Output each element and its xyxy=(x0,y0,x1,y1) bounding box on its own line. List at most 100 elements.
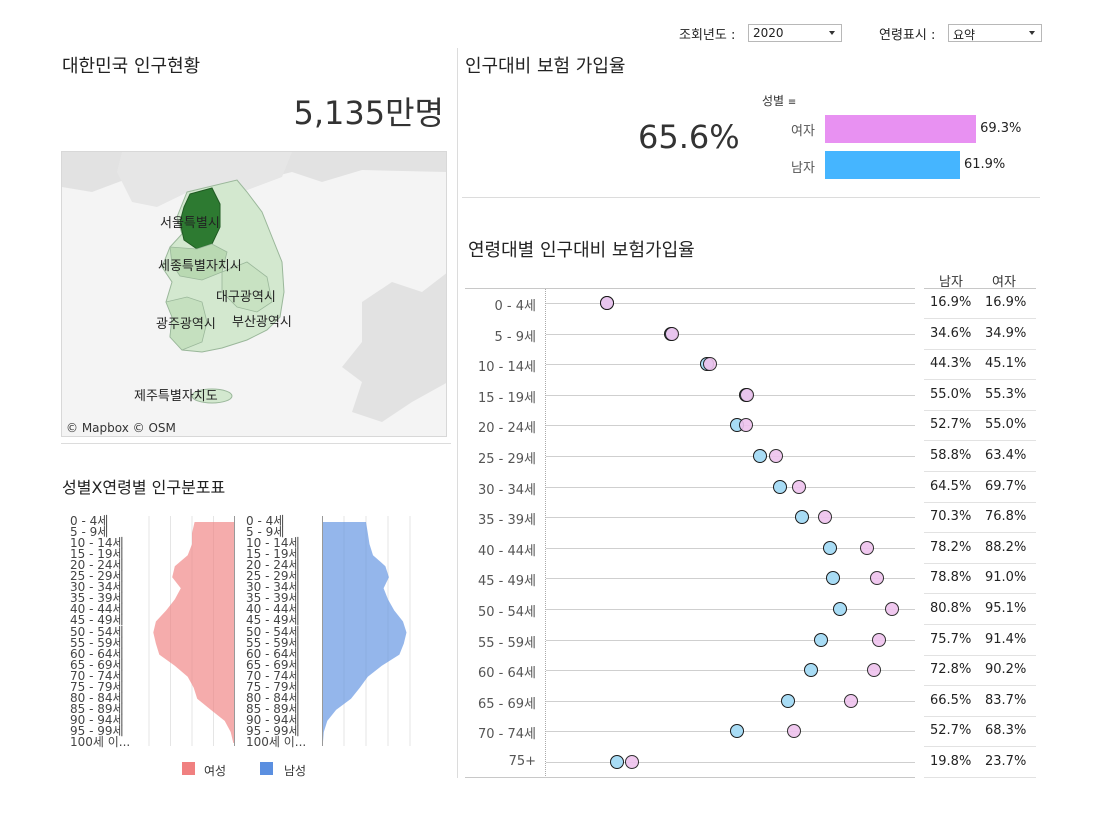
map-label-gwangju: 광주광역시 xyxy=(156,317,216,332)
male-rate-dot[interactable] xyxy=(794,510,809,525)
female-age-label: 40 - 44세 xyxy=(70,602,124,617)
row-gridline xyxy=(546,547,915,549)
age-chart-title: 연령대별 인구대비 보험가입율 xyxy=(468,240,695,261)
row-gridline xyxy=(546,456,915,457)
male-age-label: 60 - 64세 xyxy=(246,646,300,661)
female-age-label: 50 - 54세 xyxy=(70,624,124,639)
japan-land xyxy=(342,273,446,422)
female-age-label: 80 - 84세 xyxy=(70,690,124,705)
insurance-overall-rate: 65.6% xyxy=(638,118,740,156)
row-gridline xyxy=(546,303,915,304)
female-age-label: 45 - 49세 xyxy=(70,613,124,628)
female-rate-dot[interactable] xyxy=(769,449,784,463)
male-age-label: 35 - 39세 xyxy=(246,591,300,606)
male-area-chart[interactable] xyxy=(322,516,414,746)
table-row-separator xyxy=(924,471,1036,472)
column-divider xyxy=(457,48,458,778)
year-select[interactable]: 2020 xyxy=(748,24,842,42)
chart-top-border xyxy=(465,288,915,289)
table-row-separator xyxy=(924,348,1036,350)
female-rate-dot[interactable] xyxy=(870,571,885,586)
male-rate-dot[interactable] xyxy=(823,540,838,555)
male-age-label: 40 - 44세 xyxy=(246,602,300,617)
female-rate-dot[interactable] xyxy=(702,357,717,372)
map-label-sejong: 세종특별자치시 xyxy=(158,259,242,274)
insurance-title: 인구대비 보험 가입율 xyxy=(465,56,626,77)
male-age-label: 90 - 94세 xyxy=(246,712,300,727)
legend-label-male: 남성 xyxy=(284,764,307,778)
row-gridline xyxy=(546,670,915,672)
row-gridline xyxy=(546,762,915,763)
female-rate-dot[interactable] xyxy=(843,693,858,708)
female-age-label: 30 - 34세 xyxy=(70,580,124,595)
male-rate-dot[interactable] xyxy=(610,755,625,769)
age-row-label: 20 - 24세 xyxy=(478,421,536,437)
female-rate-value: 16.9% xyxy=(985,295,1027,310)
table-row-separator xyxy=(924,746,1036,748)
male-rate-dot[interactable] xyxy=(780,693,795,708)
female-age-label: 60 - 64세 xyxy=(70,646,124,661)
gender-bar-value-male: 61.9% xyxy=(963,157,1006,172)
male-rate-dot[interactable] xyxy=(773,479,788,494)
female-rate-dot[interactable] xyxy=(871,632,886,647)
female-rate-dot[interactable] xyxy=(867,663,882,678)
female-rate-dot[interactable] xyxy=(624,755,639,769)
female-age-label: 70 - 74세 xyxy=(70,668,124,683)
female-rate-value: 91.0% xyxy=(985,570,1027,586)
age-display-select[interactable]: 요약 xyxy=(948,24,1042,42)
age-row-label: 25 - 29세 xyxy=(478,452,536,467)
male-rate-dot[interactable] xyxy=(803,663,818,678)
female-rate-dot[interactable] xyxy=(738,418,753,433)
table-row-separator xyxy=(924,440,1036,442)
year-select-value: 2020 xyxy=(753,26,784,40)
gender-bar-male[interactable] xyxy=(825,151,960,179)
male-rate-dot[interactable] xyxy=(730,724,745,739)
male-age-label: 95 - 99세 xyxy=(246,723,300,738)
female-rate-dot[interactable] xyxy=(665,326,680,341)
male-rate-dot[interactable] xyxy=(832,602,847,616)
female-rate-dot[interactable] xyxy=(599,296,614,310)
map-label-jeju: 제주특별자치도 xyxy=(134,389,218,404)
male-rate-value: 78.2% xyxy=(930,539,972,555)
female-age-label: 55 - 59세 xyxy=(70,635,124,650)
age-row-label: 60 - 64세 xyxy=(478,666,536,682)
male-age-label: 100세 이... xyxy=(246,735,307,749)
year-filter-label: 조회년도 : xyxy=(679,28,736,43)
gyeongsang-region xyxy=(221,261,273,313)
gender-header-label: 성별 xyxy=(762,94,785,108)
table-row-separator xyxy=(924,624,1036,625)
table-row-separator xyxy=(924,715,1036,717)
korea-map[interactable]: 서울특별시 세종특별자치시 대구광역시 광주광역시 부산광역시 제주특별자치도 … xyxy=(61,151,447,437)
table-row-separator xyxy=(924,318,1036,319)
col-header-female: 여자 xyxy=(992,275,1016,290)
sort-icon[interactable]: ≡ xyxy=(787,97,797,108)
female-rate-dot[interactable] xyxy=(792,479,807,494)
female-age-label: 10 - 14세 xyxy=(70,536,124,551)
male-age-label: 5 - 9세 xyxy=(246,525,285,540)
female-rate-dot[interactable] xyxy=(818,510,833,525)
female-area-chart[interactable] xyxy=(145,516,235,746)
female-population-area xyxy=(153,522,235,743)
gender-bar-female[interactable] xyxy=(825,115,977,143)
male-rate-dot[interactable] xyxy=(752,449,767,463)
gender-header[interactable]: 성별 ≡ xyxy=(762,92,796,109)
row-gridline xyxy=(546,333,915,335)
age-row-label: 40 - 44세 xyxy=(478,543,536,559)
female-rate-dot[interactable] xyxy=(739,387,754,402)
female-rate-dot[interactable] xyxy=(859,540,874,555)
female-rate-dot[interactable] xyxy=(885,602,900,616)
female-age-label: 0 - 4세 xyxy=(70,514,109,528)
age-row-label: 15 - 19세 xyxy=(478,390,536,406)
male-rate-dot[interactable] xyxy=(825,571,840,586)
age-row-label: 45 - 49세 xyxy=(478,574,536,590)
age-row-label: 55 - 59세 xyxy=(478,635,536,651)
male-rate-value: 44.3% xyxy=(930,356,972,372)
female-rate-dot[interactable] xyxy=(787,724,802,739)
gender-bar-label-female: 여자 xyxy=(791,124,815,139)
female-age-label: 65 - 69세 xyxy=(70,657,124,672)
female-age-label: 90 - 94세 xyxy=(70,712,124,727)
map-attribution[interactable]: © Mapbox © OSM xyxy=(66,421,176,435)
male-rate-dot[interactable] xyxy=(814,632,829,647)
male-age-label: 70 - 74세 xyxy=(246,668,300,683)
legend-swatch-male xyxy=(260,762,273,775)
